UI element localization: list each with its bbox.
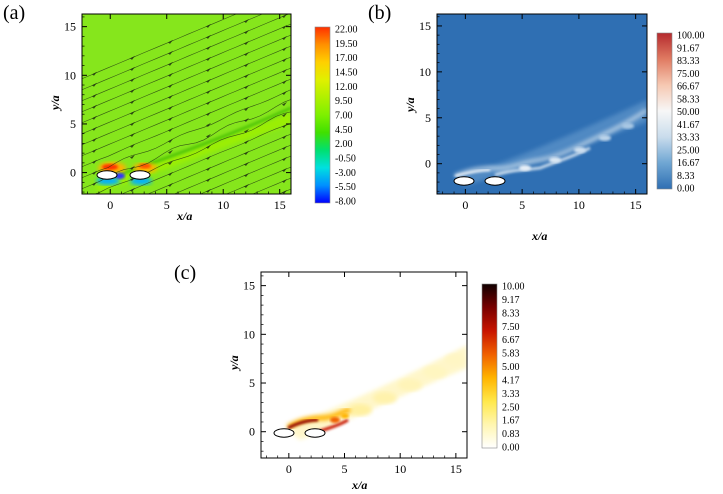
y-tick-label: 15 — [243, 279, 255, 293]
colorbar-tick-label: 19.50 — [335, 39, 358, 50]
colorbar-tick-label: 5.83 — [502, 349, 520, 360]
y-tick-label: 15 — [64, 20, 76, 34]
colorbar-tick-label: 8.33 — [502, 308, 520, 319]
colorbar-tick-label: 14.50 — [335, 68, 358, 79]
colorbar-tick-label: 75.00 — [677, 69, 700, 80]
y-tick-label: 5 — [425, 111, 431, 125]
colorbar-tick-label: 7.50 — [502, 322, 520, 333]
x-tick-label: 5 — [519, 198, 525, 212]
panel-b-cylinder-1 — [453, 176, 475, 186]
colorbar-tick-label: 0.00 — [502, 443, 520, 454]
panel-b-axes: 0 5 10 15 0 5 10 15 — [419, 14, 648, 212]
panel-a-ylabel: y/a — [48, 95, 62, 112]
panel-a-streamlines — [82, 14, 291, 194]
panel-b-xlabel: x/a — [531, 229, 547, 243]
colorbar-tick-label: 6.67 — [502, 335, 520, 346]
colorbar-tick-label: 100.00 — [677, 31, 705, 42]
panel-c-cylinder-1 — [273, 428, 295, 438]
panel-a-xlabel: x/a — [176, 209, 192, 223]
y-tick-label: 10 — [64, 68, 76, 82]
colorbar-tick-label: 41.67 — [677, 120, 700, 131]
panel-c-field — [273, 345, 467, 440]
x-tick-label: 15 — [450, 462, 462, 476]
y-tick-label: 10 — [419, 65, 431, 79]
colorbar-tick-label: 66.67 — [677, 82, 700, 93]
panel-a-cylinder-1 — [96, 170, 118, 180]
x-tick-label: 5 — [342, 462, 348, 476]
x-tick-label: 15 — [630, 198, 642, 212]
x-tick-label: 10 — [573, 198, 585, 212]
y-tick-label: 0 — [425, 157, 431, 171]
panel-b-field — [453, 100, 647, 186]
x-tick-label: 0 — [462, 198, 468, 212]
colorbar-tick-label: -8.00 — [335, 197, 356, 208]
colorbar-tick-label: 22.00 — [335, 25, 358, 36]
colorbar-tick-label: 5.00 — [502, 362, 520, 373]
panel-a-letter: (a) — [3, 2, 26, 24]
panel-b-letter: (b) — [368, 2, 392, 24]
x-tick-label: 10 — [394, 462, 406, 476]
colorbar-tick-label: 8.33 — [677, 171, 695, 182]
panel-a: 0 5 10 15 0 5 10 15 x/a y/a 22.00 19.50 17.00 14.5… — [48, 13, 358, 223]
panel-c-cylinder-2 — [304, 428, 326, 438]
colorbar-tick-label: 2.50 — [502, 402, 520, 413]
x-tick-label: 5 — [164, 198, 170, 212]
colorbar-tick-label: 4.17 — [502, 375, 520, 386]
panel-c-colorbar-ticks: 10.00 9.17 8.33 7.50 6.67 5.83 5.00 4.17 3.33 2.5… — [502, 282, 525, 454]
colorbar-tick-label: 16.67 — [677, 158, 700, 169]
x-tick-label: 10 — [217, 198, 229, 212]
panel-c-colorbar — [481, 283, 498, 449]
colorbar-tick-label: 0.00 — [677, 184, 695, 195]
colorbar-tick-label: 7.00 — [335, 111, 353, 122]
colorbar-tick-label: 12.00 — [335, 82, 358, 93]
panel-a-cylinder-2 — [129, 170, 151, 180]
colorbar-tick-label: 3.33 — [502, 389, 520, 400]
y-tick-label: 5 — [249, 376, 255, 390]
colorbar-tick-label: 91.67 — [677, 43, 700, 54]
y-tick-label: 0 — [70, 166, 76, 180]
panel-a-colorbar — [314, 26, 331, 204]
panel-b-ylabel: y/a — [403, 97, 417, 114]
panel-a-colorbar-ticks: 22.00 19.50 17.00 14.50 12.00 9.50 7.00 4.50 2.0… — [335, 25, 358, 208]
colorbar-tick-label: 2.00 — [335, 139, 353, 150]
panel-a-field — [82, 14, 291, 194]
colorbar-tick-label: 0.83 — [502, 429, 520, 440]
x-tick-label: 15 — [274, 198, 286, 212]
colorbar-tick-label: 1.67 — [502, 416, 520, 427]
colorbar-tick-label: 33.33 — [677, 133, 700, 144]
colorbar-tick-label: 4.50 — [335, 125, 353, 136]
x-tick-label: 0 — [286, 462, 292, 476]
panel-b-plot-area — [437, 14, 647, 194]
panel-c-ylabel: y/a — [227, 355, 241, 372]
panel-c-xlabel: x/a — [351, 478, 367, 492]
colorbar-tick-label: 10.00 — [502, 282, 525, 293]
y-tick-label: 15 — [419, 19, 431, 33]
panel-c: 0 5 10 15 0 5 10 15 x/a y/a 10.00 9.17 8.33 7.50 6.… — [227, 271, 525, 492]
colorbar-tick-label: -5.50 — [335, 182, 356, 193]
colorbar-tick-label: 58.33 — [677, 94, 700, 105]
colorbar-tick-label: 9.50 — [335, 96, 353, 107]
panel-b-cylinder-2 — [484, 176, 506, 186]
colorbar-tick-label: 25.00 — [677, 145, 700, 156]
y-tick-label: 10 — [243, 327, 255, 341]
panel-c-letter: (c) — [174, 262, 197, 284]
colorbar-tick-label: -3.00 — [335, 168, 356, 179]
y-tick-label: 0 — [249, 425, 255, 439]
panel-b-colorbar — [656, 32, 673, 190]
panel-c-axes: 0 5 10 15 0 5 10 15 — [243, 272, 468, 476]
y-tick-label: 5 — [70, 117, 76, 131]
colorbar-tick-label: 83.33 — [677, 56, 700, 67]
colorbar-tick-label: 9.17 — [502, 295, 520, 306]
colorbar-tick-label: 50.00 — [677, 107, 700, 118]
colorbar-tick-label: -0.50 — [335, 154, 356, 165]
panel-a-axes: 0 5 10 15 0 5 10 15 — [64, 14, 292, 212]
colorbar-tick-label: 17.00 — [335, 53, 358, 64]
x-tick-label: 0 — [107, 198, 113, 212]
